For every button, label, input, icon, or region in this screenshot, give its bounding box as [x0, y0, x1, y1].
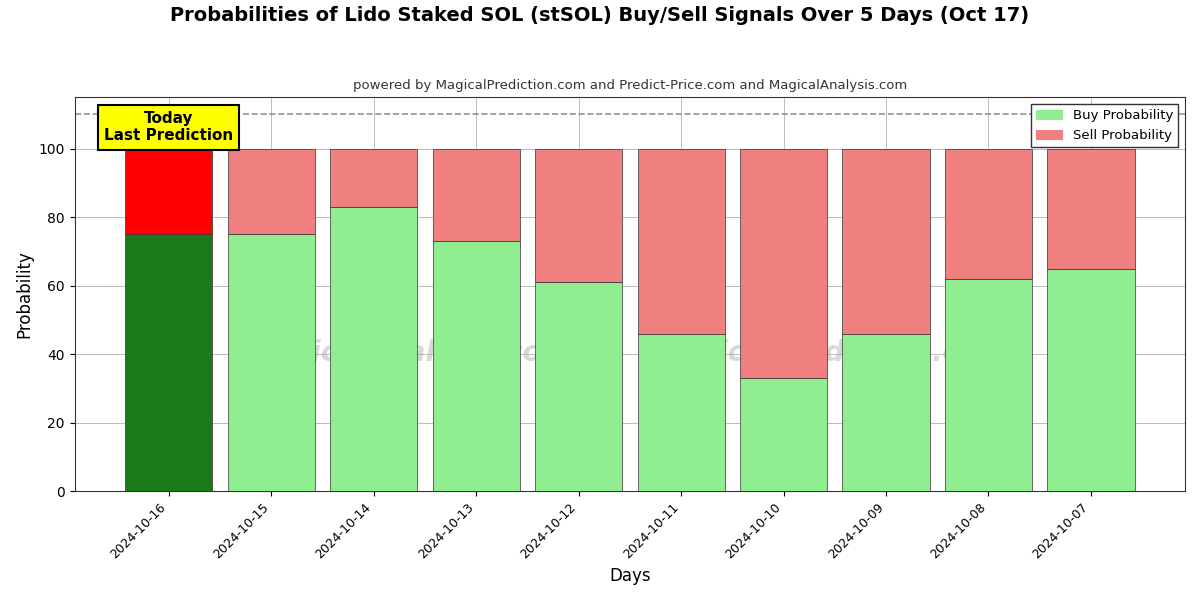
- Text: MagicalAnalysis.com: MagicalAnalysis.com: [245, 340, 570, 367]
- Title: powered by MagicalPrediction.com and Predict-Price.com and MagicalAnalysis.com: powered by MagicalPrediction.com and Pre…: [353, 79, 907, 92]
- Text: Today
Last Prediction: Today Last Prediction: [104, 111, 233, 143]
- Bar: [228, 235, 314, 491]
- Bar: [740, 378, 827, 491]
- Bar: [432, 149, 520, 241]
- Bar: [535, 283, 622, 491]
- Bar: [842, 334, 930, 491]
- Y-axis label: Probability: Probability: [16, 250, 34, 338]
- Bar: [125, 149, 212, 235]
- Bar: [944, 279, 1032, 491]
- Text: Probabilities of Lido Staked SOL (stSOL) Buy/Sell Signals Over 5 Days (Oct 17): Probabilities of Lido Staked SOL (stSOL)…: [170, 6, 1030, 25]
- Bar: [944, 149, 1032, 279]
- Text: MagicalPrediction.com: MagicalPrediction.com: [652, 340, 1007, 367]
- Bar: [535, 149, 622, 283]
- Bar: [125, 235, 212, 491]
- Bar: [1048, 269, 1134, 491]
- Bar: [330, 149, 418, 207]
- Bar: [740, 149, 827, 378]
- Bar: [637, 149, 725, 334]
- Bar: [1048, 149, 1134, 269]
- Bar: [330, 207, 418, 491]
- Bar: [228, 149, 314, 235]
- Legend: Buy Probability, Sell Probability: Buy Probability, Sell Probability: [1031, 104, 1178, 147]
- Bar: [842, 149, 930, 334]
- X-axis label: Days: Days: [610, 567, 650, 585]
- Bar: [637, 334, 725, 491]
- Bar: [432, 241, 520, 491]
